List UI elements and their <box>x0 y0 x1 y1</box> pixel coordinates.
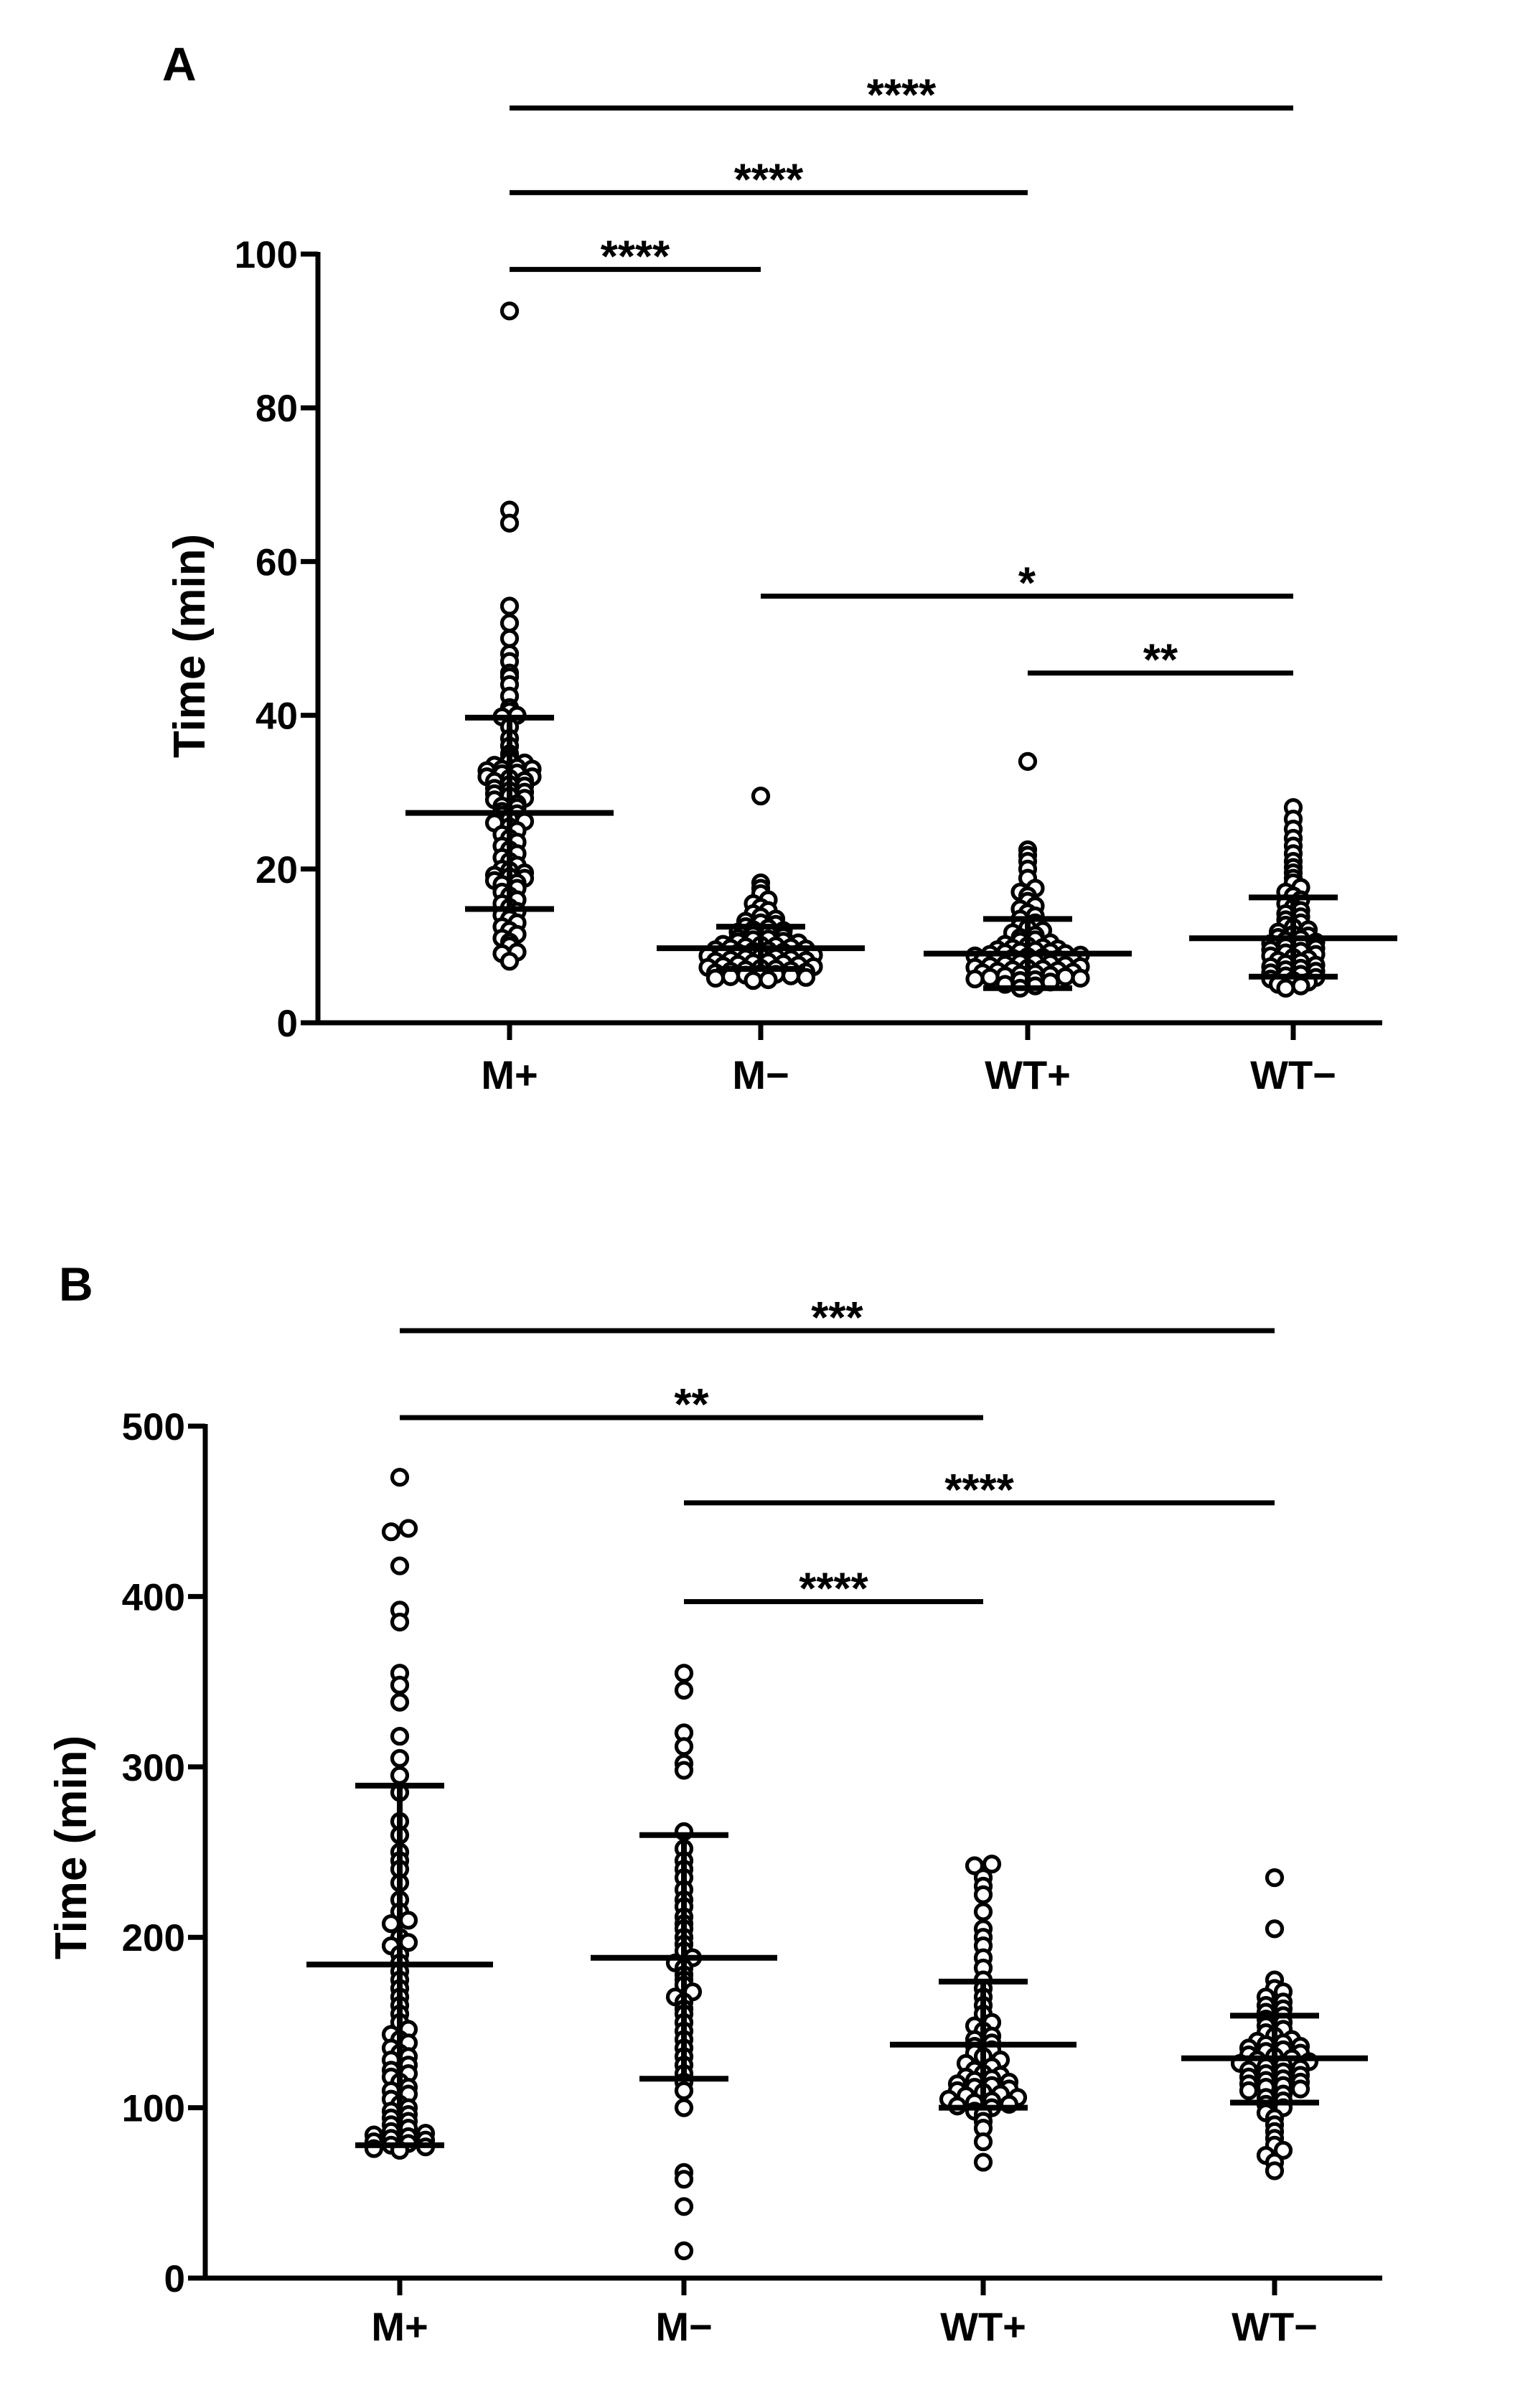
x-category-label: M+ <box>371 2304 428 2349</box>
y-tick-label: 300 <box>122 1747 185 1789</box>
data-point <box>744 970 763 990</box>
data-point <box>1265 1868 1285 1888</box>
panel-b-points <box>364 1468 1319 2261</box>
data-point <box>751 786 771 806</box>
data-point <box>390 1556 410 1575</box>
data-point <box>1291 976 1310 995</box>
data-point <box>390 1468 410 1487</box>
y-tick-label: 200 <box>122 1917 185 1959</box>
data-point <box>1290 2079 1310 2099</box>
data-point <box>674 2241 694 2261</box>
panel-b-y-axis-label: Time (min) <box>47 1735 96 1959</box>
data-point <box>674 1680 694 1700</box>
panel-a-stats <box>405 714 1397 991</box>
significance-label: **** <box>734 155 804 205</box>
data-point <box>1018 751 1038 771</box>
data-point <box>674 1664 694 1683</box>
data-point <box>499 952 520 971</box>
x-category-label: M− <box>655 2304 712 2349</box>
data-point <box>1276 978 1295 998</box>
data-point <box>674 2098 694 2117</box>
y-tick-label: 100 <box>235 234 298 276</box>
data-point <box>398 1519 418 1538</box>
data-point <box>398 1911 418 1930</box>
data-point <box>390 1726 410 1746</box>
x-category-label: WT− <box>1232 2304 1318 2349</box>
data-point <box>499 613 520 633</box>
data-point <box>965 969 985 989</box>
data-point <box>965 1856 985 1875</box>
data-point <box>674 1761 694 1780</box>
significance-label: **** <box>799 1565 868 1614</box>
data-point <box>390 1748 410 1768</box>
data-point <box>674 2197 694 2216</box>
y-tick-label: 0 <box>277 1003 298 1045</box>
data-point <box>390 1766 410 1785</box>
data-point <box>499 629 520 648</box>
data-point <box>1273 2140 1293 2160</box>
significance-label: ** <box>674 1380 709 1430</box>
panel-a-axes: 0 20 40 60 80 100 M+ M− WT+ WT− <box>235 234 1382 1097</box>
data-point <box>973 1885 993 1904</box>
x-category-label: WT− <box>1250 1052 1336 1097</box>
panel-a-significance: *************** <box>510 71 1293 685</box>
data-point <box>796 968 816 987</box>
data-point <box>705 968 726 988</box>
panel-b-letter: B <box>59 1257 93 1311</box>
y-tick-label: 60 <box>255 541 298 584</box>
data-point <box>973 2152 993 2172</box>
significance-label: ** <box>1143 636 1178 685</box>
y-tick-label: 0 <box>164 2258 185 2300</box>
data-point <box>1056 967 1075 986</box>
data-point <box>1265 2161 1285 2180</box>
data-point <box>390 1612 410 1632</box>
significance-label: **** <box>601 232 670 281</box>
significance-label: **** <box>867 71 937 121</box>
x-category-label: WT+ <box>985 1052 1071 1097</box>
data-point <box>1071 968 1090 988</box>
data-point <box>973 1902 993 1921</box>
y-tick-label: 40 <box>255 695 298 738</box>
panel-b-significance: ************* <box>400 1293 1275 1614</box>
data-point <box>381 1522 401 1542</box>
data-point <box>973 2132 993 2152</box>
panel-a-points <box>477 301 1326 998</box>
x-category-label: M+ <box>481 1052 538 1097</box>
panel-a-y-axis-label: Time (min) <box>165 534 215 758</box>
significance-label: *** <box>811 1293 863 1343</box>
y-tick-label: 400 <box>122 1576 185 1618</box>
y-tick-label: 80 <box>255 388 298 430</box>
data-point <box>499 596 520 616</box>
data-point <box>499 513 520 533</box>
data-point <box>674 2170 694 2189</box>
data-point <box>499 301 520 321</box>
data-point <box>390 1692 410 1712</box>
data-point <box>1239 2081 1259 2100</box>
panel-a-letter: A <box>162 37 197 90</box>
y-tick-label: 20 <box>255 849 298 891</box>
data-point <box>982 1855 1002 1874</box>
data-point <box>980 968 1000 987</box>
x-category-label: WT+ <box>940 2304 1026 2349</box>
data-point <box>759 970 778 990</box>
panel-b-stats <box>306 1782 1368 2148</box>
x-category-label: M− <box>732 1052 789 1097</box>
significance-label: **** <box>944 1466 1014 1515</box>
panel-b-axes: 0 100 200 300 400 500 M+ M− WT+ WT− <box>122 1406 1382 2349</box>
data-point <box>674 2081 694 2100</box>
y-tick-label: 100 <box>122 2088 185 2130</box>
data-point <box>1265 1919 1285 1939</box>
data-point <box>674 1737 694 1756</box>
data-point <box>390 1675 410 1695</box>
y-tick-label: 500 <box>122 1406 185 1448</box>
significance-label: * <box>1018 559 1036 609</box>
